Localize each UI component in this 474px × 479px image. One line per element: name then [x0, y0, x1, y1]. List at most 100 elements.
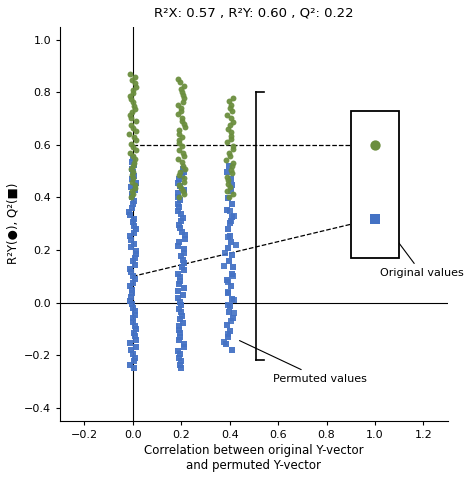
X-axis label: Correlation between original Y-vector
and permuted Y-vector: Correlation between original Y-vector an… — [144, 444, 364, 472]
Point — [176, 196, 184, 204]
Point — [129, 191, 137, 198]
Point — [132, 181, 139, 189]
Point — [177, 107, 185, 115]
Point — [178, 159, 185, 166]
Point — [224, 245, 232, 252]
Point — [132, 146, 140, 154]
Point — [174, 111, 182, 118]
Point — [128, 114, 135, 122]
Point — [180, 191, 188, 198]
Point — [180, 245, 188, 253]
Point — [227, 166, 235, 174]
Point — [177, 252, 185, 260]
Point — [230, 296, 238, 304]
Point — [129, 304, 137, 311]
Point — [227, 183, 234, 191]
Point — [175, 203, 182, 211]
Point — [227, 283, 235, 290]
Point — [177, 357, 185, 365]
Point — [128, 236, 135, 244]
Point — [179, 165, 186, 172]
Point — [224, 173, 231, 181]
Point — [227, 135, 235, 143]
Point — [176, 168, 183, 176]
Point — [176, 182, 183, 190]
Point — [176, 298, 184, 306]
Point — [180, 168, 187, 176]
Point — [181, 165, 189, 172]
Point — [132, 226, 140, 233]
Point — [127, 165, 135, 173]
Point — [176, 79, 184, 86]
Point — [132, 251, 140, 258]
Point — [130, 102, 138, 110]
Point — [229, 118, 237, 125]
Point — [131, 172, 138, 180]
Point — [177, 301, 184, 309]
Point — [228, 213, 236, 220]
Point — [225, 97, 233, 105]
Point — [131, 156, 138, 163]
Text: Original values: Original values — [355, 184, 464, 278]
Point — [174, 155, 182, 163]
Point — [129, 168, 137, 176]
Point — [127, 183, 134, 191]
Point — [129, 175, 137, 182]
Point — [129, 315, 137, 322]
Point — [129, 86, 137, 93]
Point — [178, 228, 186, 236]
Point — [130, 197, 137, 205]
Point — [179, 291, 186, 298]
Point — [176, 315, 184, 323]
Point — [180, 186, 187, 194]
Point — [229, 146, 237, 153]
Point — [130, 159, 138, 167]
Point — [224, 301, 231, 309]
Point — [180, 259, 188, 267]
Point — [229, 314, 237, 322]
Point — [176, 274, 183, 281]
Point — [180, 343, 188, 351]
Point — [174, 75, 182, 83]
Point — [129, 152, 137, 160]
Point — [175, 354, 183, 362]
Point — [129, 258, 137, 265]
Text: Permuted values: Permuted values — [239, 341, 367, 384]
Point — [128, 165, 136, 172]
Point — [180, 94, 187, 102]
Point — [132, 325, 139, 333]
Point — [231, 212, 238, 220]
Point — [174, 101, 182, 109]
Point — [227, 217, 235, 225]
Point — [128, 194, 136, 201]
Point — [128, 300, 136, 308]
Point — [180, 149, 187, 157]
Point — [179, 98, 187, 105]
Point — [180, 152, 188, 160]
Point — [126, 70, 134, 78]
Point — [175, 305, 183, 313]
Point — [228, 108, 236, 115]
Point — [229, 273, 237, 280]
Point — [224, 233, 231, 241]
Point — [131, 322, 139, 330]
Point — [178, 263, 186, 271]
Point — [129, 350, 137, 358]
Point — [232, 241, 239, 249]
Point — [227, 128, 235, 136]
Point — [220, 338, 228, 346]
Point — [221, 249, 229, 256]
Point — [176, 239, 183, 246]
Point — [128, 171, 136, 179]
Point — [180, 256, 187, 263]
Point — [371, 141, 379, 149]
Point — [224, 288, 232, 296]
Point — [132, 343, 139, 351]
Point — [129, 89, 137, 97]
Point — [129, 99, 137, 106]
Point — [181, 235, 189, 242]
Point — [131, 215, 138, 222]
Point — [130, 222, 138, 229]
Point — [178, 312, 185, 319]
Title: R²X: 0.57 , R²Y: 0.60 , Q²: 0.22: R²X: 0.57 , R²Y: 0.60 , Q²: 0.22 — [154, 7, 354, 20]
